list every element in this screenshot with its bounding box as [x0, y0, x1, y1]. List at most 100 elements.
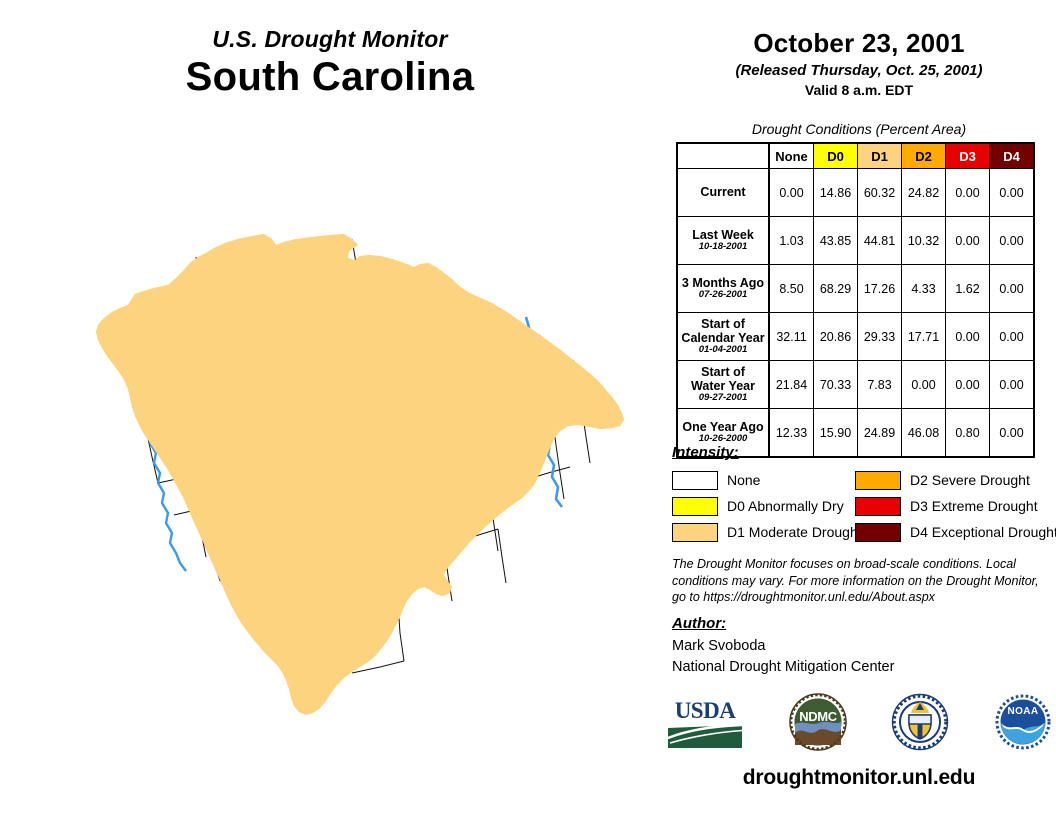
cell-d1: 24.89 — [857, 408, 902, 458]
cell-d4: 0.00 — [989, 408, 1035, 458]
date-block: October 23, 2001 (Released Thursday, Oct… — [666, 28, 1052, 98]
svg-text:NDMC: NDMC — [799, 709, 837, 724]
legend-column-left: None D0 Abnormally Dry D1 Moderate Drought — [672, 468, 862, 546]
legend-swatch-d1 — [672, 522, 718, 542]
released-note: (Released Thursday, Oct. 25, 2001) — [735, 62, 983, 79]
column-header-d1: D1 — [857, 142, 902, 169]
row-label-date: 10-18-2001 — [698, 241, 748, 253]
legend-swatch-d0 — [672, 496, 718, 516]
legend-label-d1: D1 Moderate Drought — [727, 524, 862, 540]
row-label: 3 Months Ago 07-26-2001 — [676, 264, 770, 313]
cell-d1: 60.32 — [857, 168, 902, 217]
cell-d0: 20.86 — [813, 312, 858, 361]
row-label-date: 07-26-2001 — [698, 289, 748, 301]
cell-d0: 43.85 — [813, 216, 858, 265]
site-url[interactable]: droughtmonitor.unl.edu — [742, 766, 976, 789]
cell-d4: 0.00 — [989, 216, 1035, 265]
cell-d4: 0.00 — [989, 168, 1035, 217]
cell-none: 8.50 — [768, 264, 814, 313]
cell-d2: 4.33 — [901, 264, 946, 313]
cell-d3: 0.00 — [945, 360, 990, 409]
valid-time: Valid 8 a.m. EDT — [804, 82, 914, 98]
legend-swatch-d4 — [855, 522, 901, 542]
table-corner-cell — [677, 143, 769, 169]
cell-d1: 17.26 — [857, 264, 902, 313]
table-row: Start of Calendar Year 01-04-2001 32.11 20.8… — [676, 312, 1035, 361]
legend-label-d3: D3 Extreme Drought — [910, 498, 1038, 514]
cell-d4: 0.00 — [989, 312, 1035, 361]
legend-item-d3: D3 Extreme Drought — [855, 494, 1056, 518]
cell-d1: 44.81 — [857, 216, 902, 265]
region-title: South Carolina — [185, 55, 475, 99]
row-label-date: 09-27-2001 — [698, 392, 748, 404]
svg-text:NOAA: NOAA — [1007, 706, 1038, 717]
program-title: U.S. Drought Monitor — [212, 26, 448, 52]
ndmc-logo[interactable]: NDMC — [788, 692, 847, 756]
cell-d1: 7.83 — [857, 360, 902, 409]
row-label: Start of Water Year 09-27-2001 — [676, 360, 770, 409]
legend-swatch-none — [672, 470, 718, 490]
legend-item-d1: D1 Moderate Drought — [672, 520, 862, 544]
legend-label-none: None — [727, 472, 761, 488]
cell-none: 12.33 — [768, 408, 814, 458]
cell-d0: 14.86 — [813, 168, 858, 217]
cell-d3: 0.00 — [945, 312, 990, 361]
cell-none: 32.11 — [768, 312, 814, 361]
cell-none: 1.03 — [768, 216, 814, 265]
svg-text:USDA: USDA — [675, 698, 737, 723]
cell-d4: 0.00 — [989, 264, 1035, 313]
drought-conditions-table: None D0 D1 D2 D3 D4 Current 0.00 14.86 60.3… — [676, 142, 1035, 458]
release-date: October 23, 2001 — [753, 28, 965, 58]
table-row: 3 Months Ago 07-26-2001 8.50 68.29 17.26 4.33… — [676, 264, 1035, 313]
usda-logo[interactable]: USDA — [666, 694, 744, 755]
row-label: Last Week 10-18-2001 — [676, 216, 770, 265]
cell-d0: 68.29 — [813, 264, 858, 313]
legend-label-d0: D0 Abnormally Dry — [727, 498, 844, 514]
table-caption: Drought Conditions (Percent Area) — [751, 121, 967, 137]
author-organization: National Drought Mitigation Center — [672, 658, 895, 675]
title-block: U.S. Drought Monitor South Carolina — [0, 26, 660, 100]
cell-d2: 46.08 — [901, 408, 946, 458]
author-block: Mark Svoboda National Drought Mitigation… — [672, 636, 894, 677]
legend-item-d0: D0 Abnormally Dry — [672, 494, 862, 518]
cell-d3: 0.80 — [945, 408, 990, 458]
drought-map[interactable] — [0, 215, 660, 725]
legend-column-right: D2 Severe Drought D3 Extreme Drought D4 Ex… — [855, 468, 1056, 546]
cell-d2: 10.32 — [901, 216, 946, 265]
map-svg — [94, 232, 626, 717]
column-header-d4: D4 — [989, 142, 1035, 169]
cell-none: 21.84 — [768, 360, 814, 409]
legend-label-d2: D2 Severe Drought — [910, 472, 1030, 488]
table-row: One Year Ago 10-26-2000 12.33 15.90 24.89 46.… — [676, 408, 1035, 458]
row-label: Current — [676, 168, 770, 217]
legend-item-d2: D2 Severe Drought — [855, 468, 1056, 492]
usdc-seal-logo[interactable] — [891, 693, 949, 756]
disclaimer-text: The Drought Monitor focuses on broad-sca… — [672, 557, 1039, 604]
author-label: Author: — [672, 615, 727, 632]
legend-swatch-d2 — [855, 470, 901, 490]
legend-swatch-d3 — [855, 496, 901, 516]
intensity-legend-title: Intensity: — [672, 444, 739, 461]
cell-d4: 0.00 — [989, 360, 1035, 409]
cell-d0: 70.33 — [813, 360, 858, 409]
cell-d2: 24.82 — [901, 168, 946, 217]
legend-item-none: None — [672, 468, 862, 492]
author-name: Mark Svoboda — [672, 638, 766, 654]
cell-d2: 17.71 — [901, 312, 946, 361]
column-header-d0: D0 — [813, 142, 858, 169]
noaa-logo[interactable]: NOAA — [994, 693, 1052, 756]
table-row: Last Week 10-18-2001 1.03 43.85 44.81 10.32 0.… — [676, 216, 1035, 265]
row-label-date: 01-04-2001 — [698, 344, 748, 356]
cell-d0: 15.90 — [813, 408, 858, 458]
table-row: Start of Water Year 09-27-2001 21.84 70.33 7.… — [676, 360, 1035, 409]
table-header-row: None D0 D1 D2 D3 D4 — [677, 142, 1035, 169]
logo-strip: USDA NDMC — [666, 692, 1052, 756]
legend-item-d4: D4 Exceptional Drought — [855, 520, 1056, 544]
row-label: Start of Calendar Year 01-04-2001 — [676, 312, 770, 361]
legend-label-d4: D4 Exceptional Drought — [910, 524, 1056, 540]
cell-none: 0.00 — [768, 168, 814, 217]
row-label-date: 10-26-2000 — [698, 433, 748, 445]
table-row: Current 0.00 14.86 60.32 24.82 0.00 0.00 — [676, 168, 1035, 217]
cell-d3: 1.62 — [945, 264, 990, 313]
cell-d3: 0.00 — [945, 168, 990, 217]
